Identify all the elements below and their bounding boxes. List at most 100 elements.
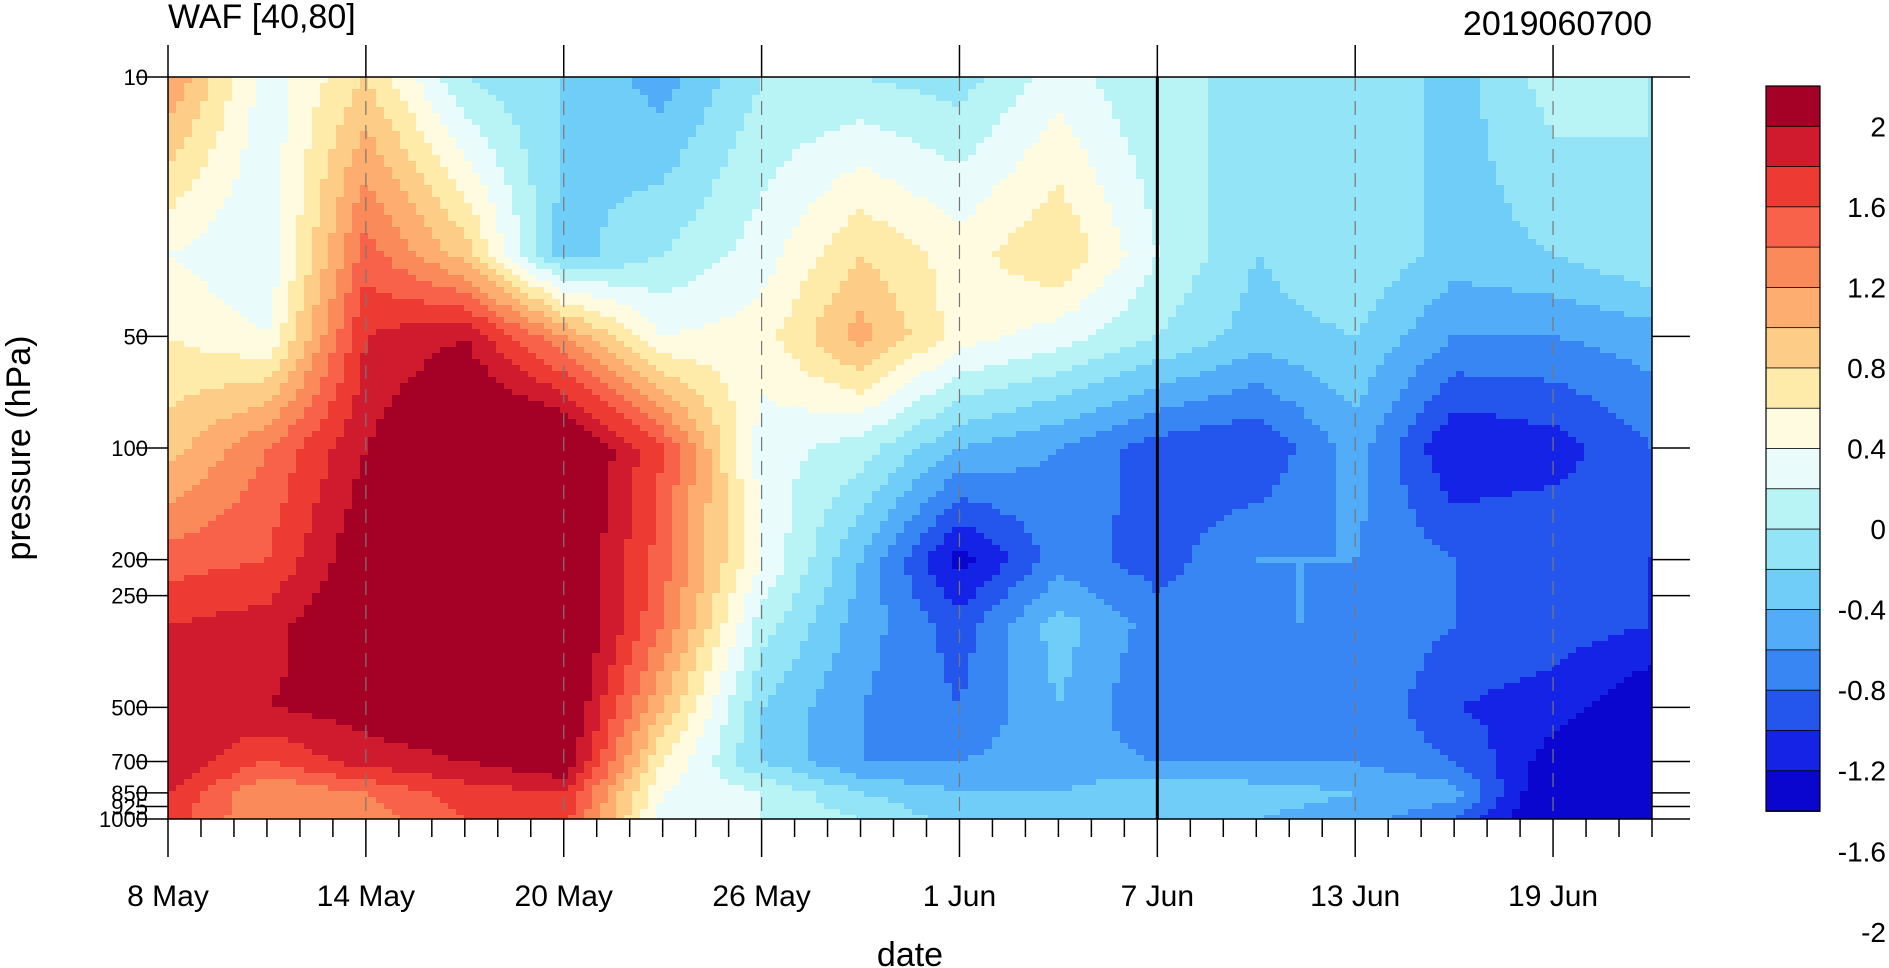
field-cell xyxy=(1464,167,1473,174)
field-cell xyxy=(336,95,345,102)
field-cell xyxy=(1440,137,1449,144)
field-cell xyxy=(544,143,553,150)
field-cell xyxy=(1440,95,1449,102)
field-cell xyxy=(888,77,897,84)
field-cell xyxy=(312,101,321,108)
field-cell xyxy=(280,215,289,222)
field-cell xyxy=(856,89,865,96)
field-cell xyxy=(1392,179,1401,186)
field-cell xyxy=(1560,215,1569,222)
field-cell xyxy=(304,125,313,132)
field-cell xyxy=(432,101,441,108)
field-cell xyxy=(264,83,273,90)
field-cell xyxy=(1256,167,1265,174)
field-cell xyxy=(576,215,585,222)
field-cell xyxy=(1576,215,1585,222)
field-cell xyxy=(264,191,273,198)
field-cell xyxy=(592,83,601,90)
field-cell xyxy=(624,155,633,162)
field-cell xyxy=(352,83,361,90)
field-cell xyxy=(1176,113,1185,120)
field-cell xyxy=(1528,173,1537,180)
field-cell xyxy=(1640,161,1649,168)
field-cell xyxy=(536,155,545,162)
field-cell xyxy=(1632,227,1641,234)
field-cell xyxy=(304,119,313,126)
field-cell xyxy=(1600,191,1609,198)
field-cell xyxy=(592,233,601,240)
field-cell xyxy=(1120,167,1129,174)
field-cell xyxy=(1240,221,1249,228)
field-cell xyxy=(608,197,617,204)
field-cell xyxy=(1248,221,1257,228)
field-cell xyxy=(720,227,729,234)
field-cell xyxy=(392,125,401,132)
field-cell xyxy=(1208,89,1217,96)
field-cell xyxy=(296,119,305,126)
field-cell xyxy=(1408,107,1417,114)
field-cell xyxy=(920,191,929,198)
field-cell xyxy=(1320,227,1329,234)
field-cell xyxy=(1432,89,1441,96)
field-cell xyxy=(608,215,617,222)
field-cell xyxy=(1208,197,1217,204)
field-cell xyxy=(1600,197,1609,204)
field-cell xyxy=(400,113,409,120)
field-cell xyxy=(800,143,809,150)
field-cell xyxy=(752,101,761,108)
field-cell xyxy=(416,215,425,222)
field-cell xyxy=(1632,119,1641,126)
field-cell xyxy=(1528,113,1537,120)
field-cell xyxy=(1344,209,1353,216)
field-cell xyxy=(352,143,361,150)
field-cell xyxy=(1160,119,1169,126)
field-cell xyxy=(1416,149,1425,156)
field-cell xyxy=(1184,185,1193,192)
field-cell xyxy=(552,107,561,114)
field-cell xyxy=(1616,155,1625,162)
field-cell xyxy=(1456,107,1465,114)
field-cell xyxy=(1016,131,1025,138)
field-cell xyxy=(1168,149,1177,156)
field-cell xyxy=(680,95,689,102)
field-cell xyxy=(1016,137,1025,144)
field-cell xyxy=(272,119,281,126)
field-cell xyxy=(888,227,897,234)
field-cell xyxy=(352,131,361,138)
field-cell xyxy=(176,83,185,90)
field-cell xyxy=(240,155,249,162)
field-cell xyxy=(232,173,241,180)
field-cell xyxy=(1168,221,1177,228)
field-cell xyxy=(960,77,969,84)
field-cell xyxy=(1312,179,1321,186)
field-cell xyxy=(1560,95,1569,102)
field-cell xyxy=(600,131,609,138)
field-cell xyxy=(488,233,497,240)
field-cell xyxy=(1408,131,1417,138)
field-cell xyxy=(1648,89,1652,96)
field-cell xyxy=(544,209,553,216)
field-cell xyxy=(1416,221,1425,228)
field-cell xyxy=(824,149,833,156)
field-cell xyxy=(656,89,665,96)
field-cell xyxy=(368,143,377,150)
field-cell xyxy=(480,107,489,114)
field-cell xyxy=(488,95,497,102)
field-cell xyxy=(528,179,537,186)
field-cell xyxy=(1584,215,1593,222)
field-cell xyxy=(1216,203,1225,210)
field-cell xyxy=(712,215,721,222)
field-cell xyxy=(1624,107,1633,114)
field-cell xyxy=(448,149,457,156)
field-cell xyxy=(528,89,537,96)
field-cell xyxy=(760,77,769,84)
field-cell xyxy=(864,89,873,96)
field-cell xyxy=(1280,161,1289,168)
field-cell xyxy=(1344,83,1353,90)
field-cell xyxy=(1608,185,1617,192)
field-cell xyxy=(744,227,753,234)
field-cell xyxy=(792,173,801,180)
field-cell xyxy=(776,101,785,108)
field-cell xyxy=(1472,227,1481,234)
field-cell xyxy=(472,77,481,84)
